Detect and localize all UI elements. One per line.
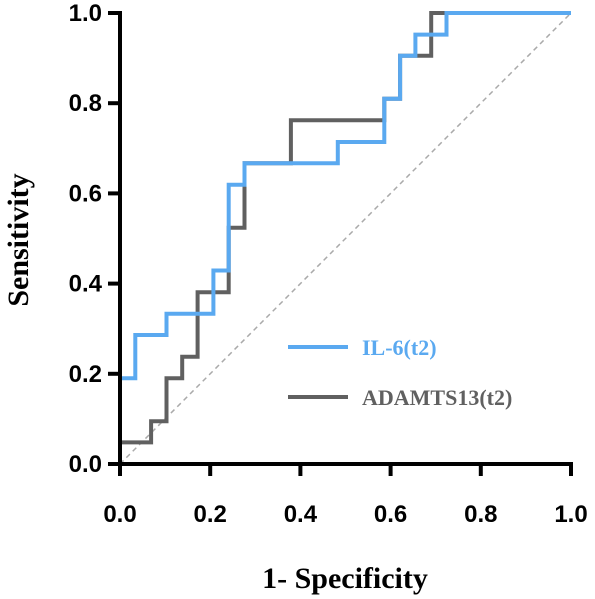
x-axis-title: 1- Specificity bbox=[262, 562, 428, 595]
reference-diagonal-line bbox=[119, 12, 572, 465]
legend: IL-6(t2) ADAMTS13(t2) bbox=[288, 335, 512, 410]
y-tick-label: 0.6 bbox=[69, 180, 102, 207]
y-tick-label: 0.4 bbox=[69, 271, 103, 298]
y-tick-label: 0.2 bbox=[69, 361, 102, 388]
y-tick-label: 0.8 bbox=[69, 90, 102, 117]
axes-layer bbox=[118, 11, 573, 466]
y-tick-label: 1.0 bbox=[69, 0, 102, 27]
legend-label-il6: IL-6(t2) bbox=[362, 335, 437, 360]
x-tick-label: 0.6 bbox=[374, 501, 407, 528]
y-tick-label: 0.0 bbox=[69, 451, 102, 478]
series-line-il6 bbox=[118, 11, 571, 464]
y-axis-title: Sensitivity bbox=[2, 173, 35, 306]
x-tick-label: 0.0 bbox=[103, 501, 136, 528]
series-layer bbox=[118, 11, 571, 464]
ticks-layer: 0.0 0.2 0.4 0.6 0.8 1.0 0.0 0.2 0.4 0.6 0.8 1.0 bbox=[69, 0, 588, 528]
legend-label-adamts13: ADAMTS13(t2) bbox=[362, 385, 512, 410]
x-tick-label: 0.4 bbox=[284, 501, 318, 528]
x-tick-label: 0.8 bbox=[464, 501, 497, 528]
x-tick-label: 1.0 bbox=[554, 501, 587, 528]
reference-line-layer bbox=[119, 12, 572, 465]
x-tick-label: 0.2 bbox=[194, 501, 227, 528]
